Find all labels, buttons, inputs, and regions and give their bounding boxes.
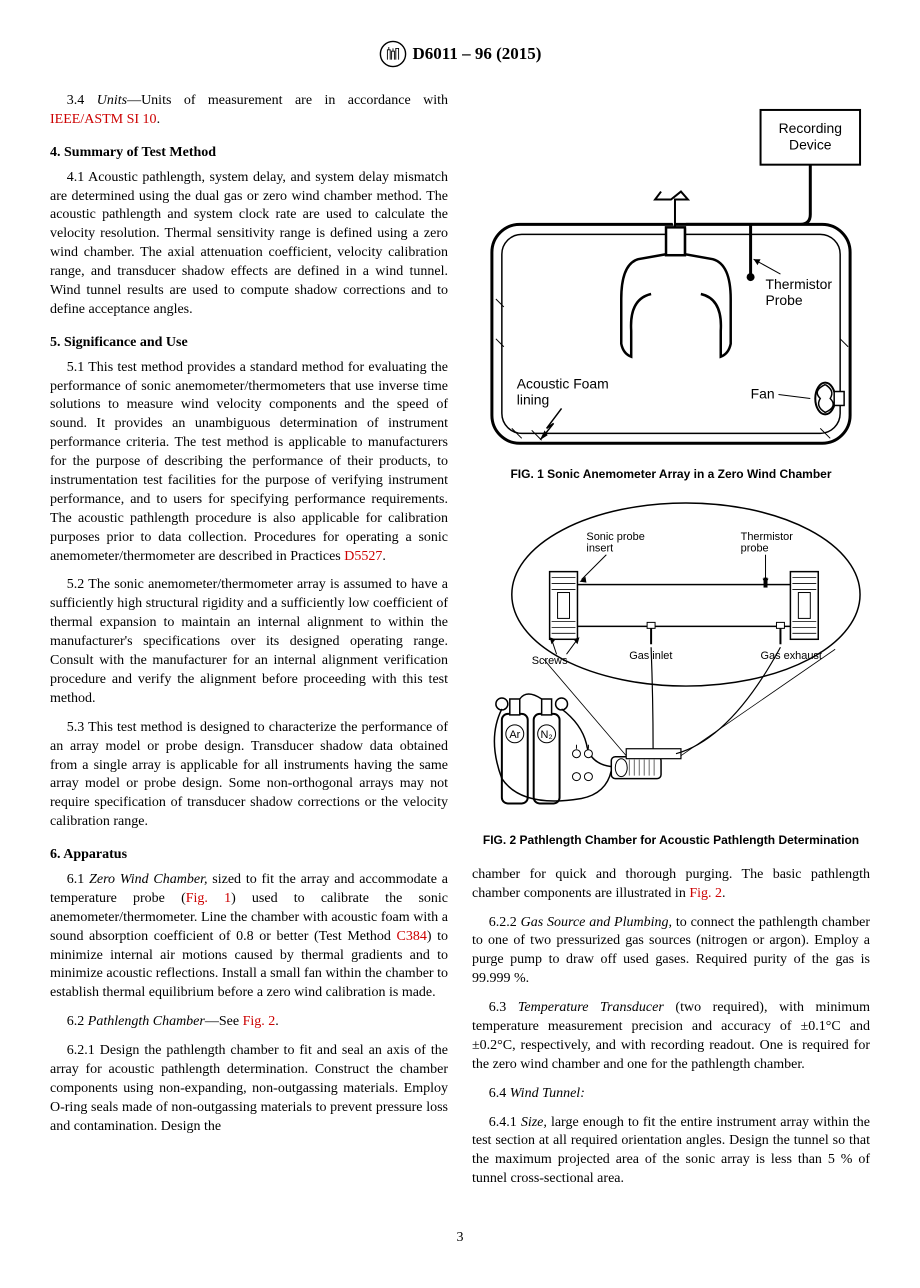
para-6-3: 6.3 Temperature Transducer (two required… bbox=[472, 999, 870, 1075]
para-6-4: 6.4 Wind Tunnel: bbox=[472, 1085, 870, 1104]
figure-1-caption: FIG. 1 Sonic Anemometer Array in a Zero … bbox=[472, 466, 870, 482]
clause-num: 6.4 bbox=[489, 1086, 510, 1101]
astm-logo-icon bbox=[379, 40, 407, 68]
para-3-4: 3.4 Units—Units of measurement are in ac… bbox=[50, 92, 448, 130]
fig-link[interactable]: Fig. 2 bbox=[243, 1014, 276, 1029]
term: Gas Source and Plumbing, bbox=[521, 915, 672, 930]
ref-link[interactable]: IEEE/ASTM SI 10 bbox=[50, 112, 157, 127]
term: Pathlength Chamber bbox=[88, 1014, 205, 1029]
heading-5: 5. Significance and Use bbox=[50, 334, 448, 353]
page-header: D6011 – 96 (2015) bbox=[50, 40, 870, 68]
body-text: . bbox=[275, 1014, 279, 1029]
figure-1-svg: Recording Device bbox=[472, 100, 870, 453]
fig2-label-screws: Screws bbox=[532, 655, 568, 667]
clause-num: 6.1 bbox=[67, 872, 89, 887]
right-column: Recording Device bbox=[472, 92, 870, 1199]
clause-num: 6.3 bbox=[489, 1000, 518, 1015]
para-6-1: 6.1 Zero Wind Chamber, sized to fit the … bbox=[50, 871, 448, 1003]
fig2-label-sonic-l1: Sonic probe bbox=[586, 531, 644, 543]
term: Zero Wind Chamber, bbox=[89, 872, 207, 887]
figure-2-caption: FIG. 2 Pathlength Chamber for Acoustic P… bbox=[472, 832, 870, 848]
para-6-4-1: 6.4.1 Size, large enough to fit the enti… bbox=[472, 1114, 870, 1190]
para-6-2-2: 6.2.2 Gas Source and Plumbing, to connec… bbox=[472, 914, 870, 990]
para-continuation: chamber for quick and thorough purging. … bbox=[472, 866, 870, 904]
fig1-label-recording-l1: Recording bbox=[779, 120, 842, 136]
figure-2-svg: Sonic probe insert Thermistor probe Scre… bbox=[472, 500, 870, 818]
fig1-label-foam-l1: Acoustic Foam bbox=[517, 376, 609, 392]
clause-num: 6.4.1 bbox=[489, 1115, 521, 1130]
ref-link[interactable]: C384 bbox=[397, 929, 427, 944]
para-5-3: 5.3 This test method is designed to char… bbox=[50, 719, 448, 832]
para-5-2: 5.2 The sonic anemometer/thermometer arr… bbox=[50, 576, 448, 708]
body-text: —See bbox=[205, 1014, 243, 1029]
fig2-label-therm-l2: probe bbox=[741, 543, 769, 555]
fig1-label-thermistor-l2: Probe bbox=[766, 292, 803, 308]
body-text: . bbox=[157, 112, 161, 127]
fig2-label-n2: N₂ bbox=[541, 729, 553, 741]
gas-cylinder-n2: N₂ bbox=[534, 698, 568, 803]
body-text: 5.1 This test method provides a standard… bbox=[50, 360, 448, 564]
term: Size, bbox=[521, 1115, 547, 1130]
figure-1: Recording Device bbox=[472, 100, 870, 482]
para-4-1: 4.1 Acoustic pathlength, system delay, a… bbox=[50, 169, 448, 320]
para-6-2: 6.2 Pathlength Chamber—See Fig. 2. bbox=[50, 1013, 448, 1032]
fig1-label-fan: Fan bbox=[751, 385, 775, 401]
clause-num: 6.2 bbox=[67, 1014, 88, 1029]
fig1-label-thermistor-l1: Thermistor bbox=[766, 276, 833, 292]
left-column: 3.4 Units—Units of measurement are in ac… bbox=[50, 92, 448, 1199]
fig1-label-foam-l2: lining bbox=[517, 391, 549, 407]
para-6-2-1: 6.2.1 Design the pathlength chamber to f… bbox=[50, 1042, 448, 1136]
body-text: . bbox=[382, 549, 386, 564]
body-text: chamber for quick and thorough purging. … bbox=[472, 867, 870, 901]
fig2-label-sonic-l2: insert bbox=[586, 543, 613, 555]
body-text: —Units of measurement are in accordance … bbox=[127, 93, 448, 108]
figure-2: Sonic probe insert Thermistor probe Scre… bbox=[472, 500, 870, 847]
ref-link[interactable]: D5527 bbox=[344, 549, 382, 564]
term: Temperature Transducer bbox=[518, 1000, 664, 1015]
fig2-label-exhaust: Gas exhaust bbox=[761, 650, 822, 662]
para-5-1: 5.1 This test method provides a standard… bbox=[50, 359, 448, 567]
body-text: . bbox=[722, 886, 726, 901]
designation-text: D6011 – 96 (2015) bbox=[413, 43, 542, 66]
clause-num: 6.2.2 bbox=[489, 915, 521, 930]
clause-num: 3.4 bbox=[67, 93, 97, 108]
fig2-label-ar: Ar bbox=[509, 729, 520, 741]
fig2-label-therm-l1: Thermistor bbox=[741, 531, 794, 543]
fig-link[interactable]: Fig. 2 bbox=[689, 886, 722, 901]
fig-link[interactable]: Fig. 1 bbox=[186, 891, 231, 906]
heading-4: 4. Summary of Test Method bbox=[50, 144, 448, 163]
heading-6: 6. Apparatus bbox=[50, 846, 448, 865]
gas-cylinder-ar: Ar bbox=[496, 698, 528, 803]
term: Wind Tunnel: bbox=[510, 1086, 585, 1101]
term: Units bbox=[97, 93, 127, 108]
fig1-label-recording-l2: Device bbox=[789, 137, 832, 153]
